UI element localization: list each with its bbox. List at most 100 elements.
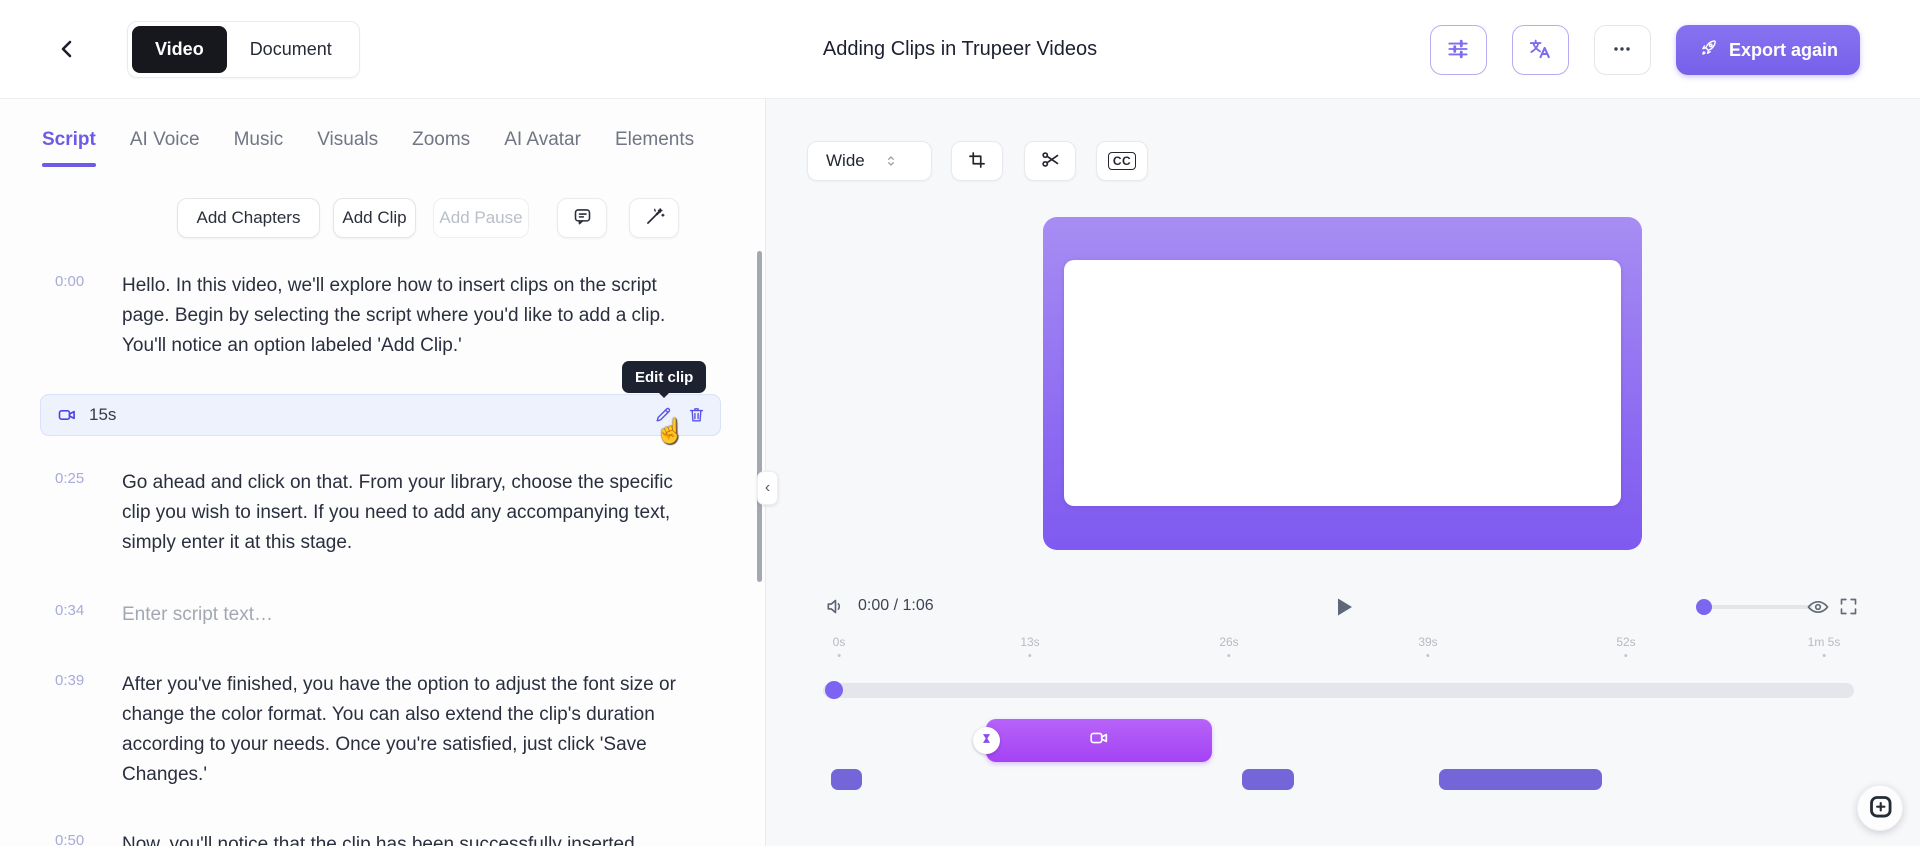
tab-music[interactable]: Music — [234, 129, 284, 167]
comment-button[interactable] — [557, 198, 607, 238]
script-actions: Add Chapters Add Clip Add Pause — [0, 198, 765, 238]
top-bar-actions: Export again — [1429, 25, 1860, 75]
delete-clip-button[interactable] — [687, 405, 706, 427]
panel-tabs: Script AI Voice Music Visuals Zooms AI A… — [42, 129, 694, 167]
plus-square-icon — [1867, 793, 1894, 823]
script-text[interactable]: After you've finished, you have the opti… — [122, 674, 676, 785]
tab-script[interactable]: Script — [42, 129, 96, 167]
volume-button[interactable] — [824, 595, 847, 621]
select-chevrons-icon — [883, 153, 919, 169]
timestamp: 0:34 — [55, 602, 85, 619]
clip-trim-handle[interactable] — [973, 727, 1000, 754]
play-button[interactable] — [1326, 591, 1360, 625]
timestamp: 0:50 — [55, 832, 85, 846]
preview-panel: Wide CC — [766, 99, 1920, 846]
tick-dot — [1822, 654, 1826, 657]
tick-dot — [1227, 654, 1231, 657]
script-text[interactable]: Now, you'll notice that the clip has bee… — [122, 834, 635, 846]
aspect-ratio-value: Wide — [826, 151, 865, 170]
tab-ai-voice[interactable]: AI Voice — [130, 129, 200, 167]
collapse-panel-button[interactable]: ‹ — [757, 471, 778, 505]
tab-ai-avatar[interactable]: AI Avatar — [504, 129, 581, 167]
chevron-left-small-icon: ‹ — [764, 479, 771, 496]
ellipsis-icon — [1610, 37, 1634, 64]
fullscreen-button[interactable] — [1838, 596, 1859, 620]
add-clip-button[interactable]: Add Clip — [333, 198, 416, 238]
visibility-button[interactable] — [1806, 595, 1830, 622]
inserted-clip-row[interactable]: 15s — [40, 394, 721, 436]
tick-dot — [1028, 654, 1032, 657]
timeline-tick: 26s — [1219, 635, 1239, 657]
sliders-icon — [1445, 36, 1471, 65]
export-again-button[interactable]: Export again — [1675, 25, 1860, 75]
crop-button[interactable] — [951, 141, 1003, 181]
tab-video[interactable]: Video — [132, 26, 227, 73]
timeline-tick: 0s — [833, 635, 845, 657]
eye-icon — [1806, 600, 1830, 622]
timeline-playhead[interactable] — [825, 681, 843, 699]
timeline-ruler: 0s 13s 26s 39s 52s 1m 5s — [766, 635, 1920, 661]
timeline-progress-track[interactable] — [823, 683, 1854, 698]
settings-sliders-button[interactable] — [1429, 25, 1487, 75]
page-title: Adding Clips in Trupeer Videos — [822, 38, 1098, 60]
aspect-ratio-select[interactable]: Wide — [807, 141, 932, 181]
timeline-segment[interactable] — [831, 769, 862, 790]
script-text[interactable]: Go ahead and click on that. From your li… — [122, 472, 673, 553]
magic-wand-button[interactable] — [629, 198, 679, 238]
player-controls: 0:00 / 1:06 — [766, 591, 1920, 627]
script-text[interactable]: Hello. In this video, we'll explore how … — [122, 275, 666, 356]
time-display: 0:00 / 1:06 — [858, 597, 934, 614]
timeline-segment[interactable] — [1439, 769, 1602, 790]
export-again-label: Export again — [1728, 39, 1838, 60]
mode-toggle: Video Document — [127, 21, 360, 78]
rocket-icon — [1698, 37, 1719, 63]
timestamp: 0:39 — [55, 672, 85, 689]
tab-document[interactable]: Document — [227, 26, 355, 73]
timeline-tick: 52s — [1616, 635, 1636, 657]
tick-dot — [1624, 654, 1628, 657]
timeline-zoom-slider[interactable] — [1696, 599, 1812, 615]
hourglass-icon — [980, 732, 993, 750]
timeline-tick: 39s — [1418, 635, 1438, 657]
translate-button[interactable] — [1511, 25, 1569, 75]
speaker-icon — [824, 599, 847, 621]
add-pause-button[interactable]: Add Pause — [433, 198, 529, 238]
timestamp: 0:00 — [55, 273, 85, 290]
scrollbar-thumb[interactable] — [757, 251, 762, 582]
edit-clip-button[interactable] — [654, 405, 673, 427]
tab-visuals[interactable]: Visuals — [317, 129, 378, 167]
timeline-clip-segment[interactable] — [986, 719, 1212, 762]
edit-clip-tooltip: Edit clip — [622, 361, 707, 398]
magic-wand-icon — [644, 206, 665, 230]
chevron-left-icon — [55, 40, 79, 64]
trim-scissors-button[interactable] — [1024, 141, 1076, 181]
video-preview-canvas[interactable] — [1043, 217, 1642, 550]
comment-icon — [572, 206, 593, 230]
tick-dot — [1426, 654, 1430, 657]
tab-elements[interactable]: Elements — [615, 129, 694, 167]
timeline-tick: 1m 5s — [1808, 635, 1840, 657]
clip-duration-label: 15s — [89, 405, 117, 424]
scissors-icon — [1040, 149, 1061, 173]
timestamp: 0:25 — [55, 470, 85, 487]
script-text-input[interactable]: Enter script text… — [122, 604, 273, 625]
cc-icon: CC — [1107, 152, 1137, 170]
fullscreen-icon — [1838, 598, 1859, 620]
play-icon — [1328, 598, 1358, 625]
timeline-segment[interactable] — [1242, 769, 1294, 790]
add-frame-button[interactable] — [1857, 785, 1903, 831]
crop-icon — [967, 150, 987, 173]
timeline-tick: 13s — [1020, 635, 1040, 657]
tab-zooms[interactable]: Zooms — [412, 129, 470, 167]
video-camera-icon — [1088, 727, 1110, 754]
clip-tools — [654, 395, 706, 437]
top-bar: Video Document Adding Clips in Trupeer V… — [0, 0, 1920, 99]
more-options-button[interactable] — [1593, 25, 1651, 75]
script-panel: Script AI Voice Music Visuals Zooms AI A… — [0, 99, 766, 846]
add-chapters-button[interactable]: Add Chapters — [177, 198, 320, 238]
back-button[interactable] — [48, 31, 86, 69]
trash-icon — [687, 405, 706, 427]
zoom-slider-thumb[interactable] — [1696, 599, 1712, 615]
captions-button[interactable]: CC — [1096, 141, 1148, 181]
